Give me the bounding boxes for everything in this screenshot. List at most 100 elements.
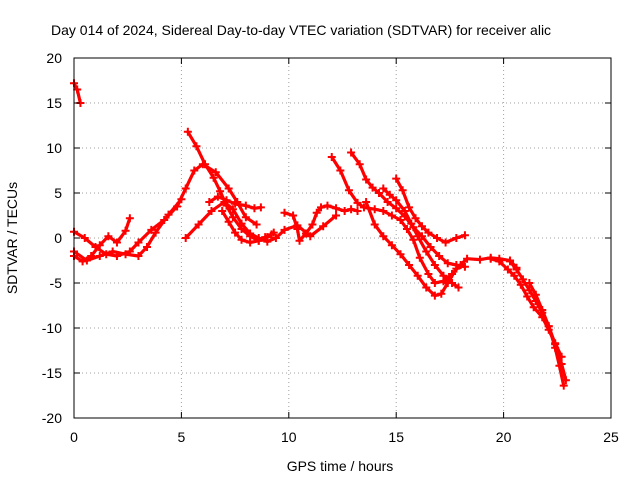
data-point: [332, 204, 341, 213]
data-point: [211, 168, 220, 177]
data-point: [323, 201, 332, 210]
data-point: [207, 207, 216, 215]
data-point: [216, 187, 225, 196]
data-point: [104, 232, 113, 241]
data-point: [237, 235, 246, 244]
data-point: [82, 256, 91, 265]
data-point: [246, 238, 255, 247]
data-point: [201, 160, 210, 169]
grid-layer: [74, 58, 611, 418]
data-point: [413, 271, 422, 280]
series-arc-8: [205, 192, 265, 213]
data-point: [525, 279, 534, 287]
data-point: [415, 253, 424, 262]
series-arc-2: [70, 214, 134, 266]
data-point: [231, 228, 240, 237]
data-point: [486, 254, 495, 263]
data-point: [295, 236, 304, 245]
x-tick-label: 10: [281, 429, 297, 445]
data-point: [205, 198, 214, 206]
data-point: [424, 228, 433, 237]
y-tick-label: -20: [42, 410, 62, 426]
data-point: [308, 220, 317, 229]
data-point: [400, 207, 409, 215]
data-point: [452, 234, 461, 242]
data-point: [293, 225, 302, 233]
data-point: [379, 184, 388, 193]
data-point: [503, 265, 512, 274]
y-tick-label: 15: [46, 95, 62, 111]
data-point: [164, 210, 173, 219]
data-point: [271, 234, 280, 242]
data-point: [213, 192, 222, 201]
data-point: [518, 275, 527, 284]
data-point: [177, 195, 186, 204]
data-point: [460, 231, 469, 240]
data-point: [327, 153, 336, 161]
data-point: [559, 381, 568, 390]
data-point: [368, 183, 377, 192]
data-point: [267, 230, 276, 239]
data-point: [241, 213, 250, 222]
y-tick-label: 10: [46, 140, 62, 156]
data-point: [544, 322, 553, 331]
data-point: [398, 186, 407, 195]
y-tick-label: -5: [50, 275, 63, 291]
data-point: [192, 142, 201, 151]
data-point: [561, 376, 570, 385]
data-point: [183, 127, 192, 136]
data-point: [523, 292, 532, 301]
data-point: [95, 241, 104, 250]
x-tick-label: 5: [178, 429, 186, 445]
y-axis-label: SDTVAR / TECUs: [4, 182, 20, 294]
data-point: [441, 238, 450, 247]
data-point: [237, 225, 246, 233]
data-point: [336, 166, 345, 175]
data-point: [379, 232, 388, 241]
data-point: [125, 214, 134, 223]
data-point: [375, 189, 384, 197]
data-point: [362, 198, 371, 206]
data-point: [121, 226, 130, 235]
data-point: [443, 259, 452, 268]
data-point: [443, 279, 452, 287]
data-point: [538, 306, 547, 314]
data-point: [190, 166, 199, 175]
data-point: [392, 204, 401, 213]
data-point: [463, 254, 472, 263]
data-point: [121, 250, 130, 259]
data-point: [91, 243, 100, 251]
y-tick-label: -10: [42, 320, 62, 336]
data-point: [261, 233, 270, 242]
series-arc-13: [392, 174, 469, 247]
data-point: [301, 229, 310, 238]
data-point: [231, 199, 240, 208]
x-tick-label: 0: [70, 429, 78, 445]
data-point: [108, 247, 117, 256]
data-point: [506, 257, 515, 266]
data-point: [379, 207, 388, 215]
y-tick-label: 5: [54, 185, 62, 201]
x-tick-label: 20: [496, 429, 512, 445]
data-point: [460, 262, 469, 271]
data-point: [426, 243, 435, 251]
data-point: [422, 283, 431, 292]
data-point: [417, 222, 426, 231]
data-point: [475, 255, 484, 264]
data-point: [355, 160, 364, 169]
data-point: [387, 241, 396, 250]
data-point: [347, 148, 356, 157]
series-line: [508, 259, 566, 388]
chart-title: Day 014 of 2024, Sidereal Day-to-day VTE…: [51, 22, 551, 38]
data-point: [280, 225, 289, 234]
data-point: [252, 220, 261, 229]
data-point: [241, 201, 250, 210]
data-point: [134, 252, 143, 260]
data-point: [531, 290, 540, 299]
series-arc-12: [379, 184, 463, 292]
data-point: [413, 232, 422, 241]
data-point: [181, 184, 190, 193]
data-point: [454, 283, 463, 292]
data-point: [228, 213, 237, 222]
data-point: [73, 85, 82, 94]
